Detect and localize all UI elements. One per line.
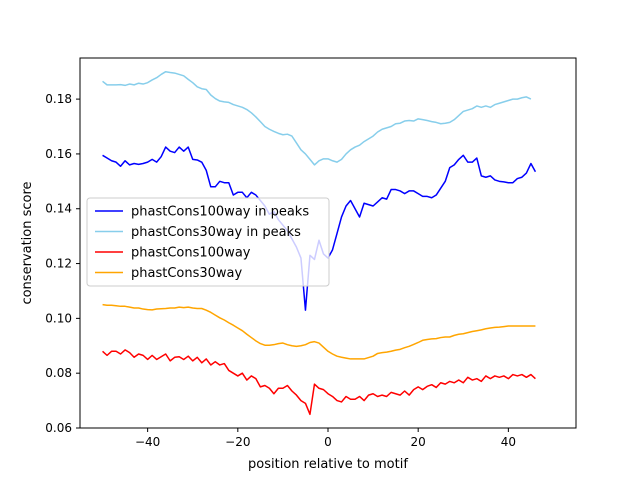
x-tick-label: 20 [411,435,426,449]
x-tick-label: −20 [225,435,250,449]
series-line-3 [102,303,536,360]
legend-box [86,197,330,287]
y-tick-label: 0.06 [45,421,72,435]
x-tick-label: 40 [501,435,516,449]
y-tick-label: 0.10 [45,311,72,325]
legend-entry-label: phastCons30way [131,266,243,281]
x-axis-label: position relative to motif [248,457,408,472]
x-tick-label: 0 [324,435,332,449]
y-tick-label: 0.16 [45,147,72,161]
series-line-1 [102,70,532,166]
y-tick-label: 0.14 [45,202,72,216]
legend: phastCons100way in peaks phastCons30way i… [86,197,330,287]
legend-entry-label: phastCons100way in peaks [131,205,309,220]
series-line-2 [102,349,536,416]
y-axis-label: conservation score [20,181,35,304]
plot-lines [102,70,537,416]
plot-area-frame [79,57,577,429]
y-axis-ticks: 0.06 0.08 0.10 0.12 0.14 0.16 0.18 [45,92,80,435]
legend-entry-label: phastCons100way [131,246,251,261]
y-tick-label: 0.12 [45,257,72,271]
x-tick-label: −40 [135,435,160,449]
legend-entry-label: phastCons30way in peaks [131,225,301,240]
y-tick-label: 0.08 [45,366,72,380]
y-tick-label: 0.18 [45,92,72,106]
x-axis-ticks: −40 −20 0 20 40 [135,428,516,449]
